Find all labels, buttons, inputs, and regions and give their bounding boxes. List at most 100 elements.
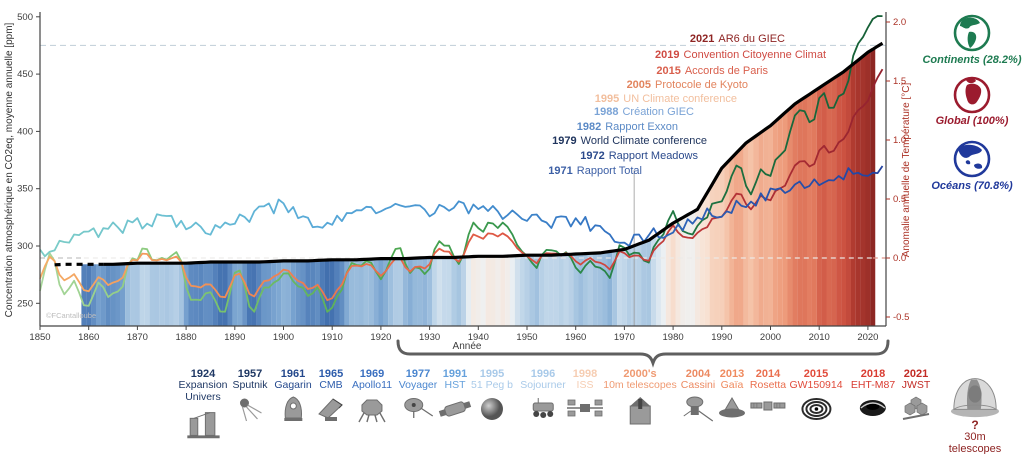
warming-stripe-1941 [480,256,486,326]
warming-stripe-1959 [568,254,574,326]
warming-stripe-1866 [115,264,121,326]
y-right-tick-1.5: 1.5 [893,76,906,87]
warming-stripe-1965 [597,252,603,326]
timeline-year: 1996 [530,368,556,380]
warming-stripe-1894 [251,262,257,326]
warming-stripe-2008 [807,94,812,326]
timeline-item-future: ? 30m telescopes [948,369,1002,454]
co2-concentration-line-dashed [54,262,104,267]
warming-stripe-1897 [266,261,272,326]
y-left-tick-300: 300 [17,241,33,252]
warming-stripe-1928 [417,257,423,326]
warming-stripe-1886 [212,262,218,326]
timeline-item-1977: 1977 Voyager [398,368,438,424]
timeline-year: 1924 [190,368,216,380]
cassini-icon [681,394,715,426]
x-tick-1960: 1960 [565,332,586,343]
warming-stripe-1939 [471,256,476,326]
warming-stripe-1927 [412,258,418,326]
timeline-item-1924: 1924 Expansion Univers [178,368,228,443]
warming-stripe-1983 [685,214,691,326]
timeline-item-2004: 2004 Cassini [681,368,715,426]
warming-stripe-1962 [583,253,588,326]
warming-stripe-1933 [441,257,447,326]
x-tick-1890: 1890 [224,332,245,343]
warming-stripe-1938 [466,256,472,326]
warming-stripe-1968 [612,250,618,326]
warming-stripe-1918 [368,259,374,326]
y-right-tick-2: 2.0 [893,17,906,28]
x-tick-1900: 1900 [273,332,294,343]
x-tick-1980: 1980 [663,332,684,343]
timeline-label: Voyager [398,379,438,391]
warming-stripe-2007 [802,97,808,326]
y-right-tick--0.5: -0.5 [893,312,909,323]
globe-americas-icon [953,14,991,52]
gaia-icon [716,394,748,422]
warming-stripe-1936 [456,257,462,326]
warming-stripe-1881 [188,263,194,326]
timeline-year: 2004 [685,368,711,380]
x-tick-1950: 1950 [516,332,537,343]
warming-stripe-1931 [432,257,437,326]
sputnik-icon [232,394,267,424]
warming-stripe-2005 [792,103,798,327]
timeline-item-2013: 2013 Gaïa [716,368,748,422]
warming-stripe-1951 [529,255,535,326]
warming-stripe-1901 [285,260,291,326]
timeline-year: 1961 [280,368,306,380]
capsule-icon [274,394,311,424]
warming-stripe-2003 [782,112,788,326]
warming-stripe-1876 [164,263,170,326]
warming-stripe-1970 [621,249,627,326]
warming-stripe-1888 [222,262,228,326]
warming-stripe-1987 [704,192,710,326]
warming-stripe-1954 [544,255,549,326]
warming-stripe-1868 [125,263,131,326]
timeline-label: ISS [576,379,594,391]
globe-africa-icon [953,76,991,114]
annotation-1982: 1982 Rapport Exxon [576,121,678,133]
warming-stripe-1896 [261,261,267,326]
globe-asia-icon [953,140,991,178]
warming-stripe-2013 [831,78,837,326]
timeline-label: Gaïa [720,379,744,391]
warming-stripe-1952 [534,255,540,326]
warming-stripe-2014 [836,75,842,326]
timeline-item-1969: 1969 Apollo11 [352,368,392,426]
x-tick-1930: 1930 [419,332,440,343]
rosetta-icon [750,394,786,418]
x-tick-1970: 1970 [614,332,635,343]
timeline-label: Sojourner [520,379,566,391]
warming-stripe-1867 [120,263,126,326]
timeline-year: 1991 [442,368,468,380]
timeline-label: 10m telescopes [603,379,677,391]
warming-stripe-1863 [100,264,106,326]
timeline-year: 2015 [803,368,829,380]
oceans-temperature-line [39,165,884,258]
warming-stripe-1903 [295,260,301,326]
warming-stripe-2006 [797,100,803,326]
warming-stripe-1904 [300,260,306,326]
warming-stripe-1950 [524,255,530,326]
x-tick-1860: 1860 [78,332,99,343]
x-tick-1920: 1920 [370,332,391,343]
warming-stripe-1988 [709,184,715,326]
warming-stripe-1940 [475,256,481,326]
warming-stripe-1924 [397,258,403,326]
warming-stripe-1963 [587,253,593,326]
dome-icon [603,394,677,428]
warming-stripe-2002 [777,117,783,326]
timeline-year: 2000's [623,368,657,380]
timeline-label: Expansion Univers [178,379,228,403]
annotation-1988: 1988 Création GIEC [593,106,694,118]
warming-stripe-1995 [743,142,749,326]
warming-stripe-1975 [646,240,652,326]
timeline-label: 51 Peg b [470,379,514,391]
warming-stripe-1919 [373,258,379,326]
timeline-item-1998: 1998 ISS [565,368,605,422]
warming-stripe-1977 [656,233,661,326]
x-tick-2000: 2000 [760,332,781,343]
warming-stripe-1859 [81,264,87,326]
warming-stripe-1969 [617,250,623,326]
